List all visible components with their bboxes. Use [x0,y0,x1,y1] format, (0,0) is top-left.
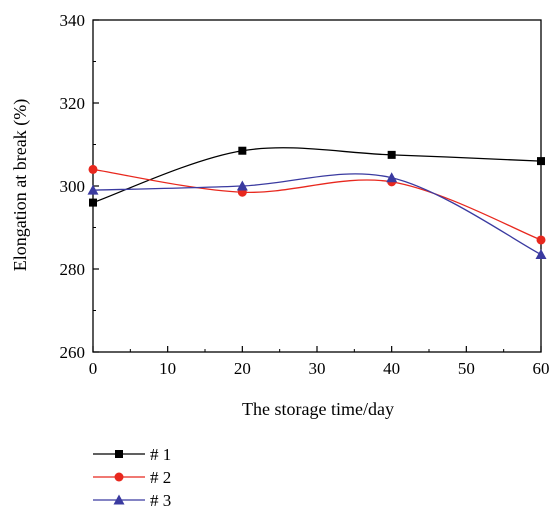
y-tick-label: 280 [60,260,86,279]
data-point [386,172,398,183]
x-tick-label: 30 [309,359,326,378]
data-point [536,235,546,245]
data-point [88,164,98,174]
legend-marker [115,450,123,458]
data-point [387,150,396,159]
plot-border [92,19,542,353]
series-line [92,147,542,204]
data-point [89,198,97,207]
legend-item: # 2 [93,468,171,487]
y-tick-label: 260 [60,343,86,362]
y-axis-title: Elongation at break (%) [10,99,31,271]
legend-item: # 3 [93,491,171,510]
x-axis-ticks: 0 10 20 30 40 50 60 [89,346,550,378]
series-line [92,173,542,256]
x-tick-label: 40 [383,359,400,378]
series-3 [87,172,547,259]
data-point [238,146,247,155]
series-layer [87,146,547,259]
data-point [537,157,545,166]
x-tick-label: 50 [458,359,475,378]
legend-item: # 1 [93,445,171,464]
x-tick-label: 60 [533,359,550,378]
y-tick-label: 320 [60,94,86,113]
series-line [92,168,542,241]
y-tick-label: 300 [60,177,86,196]
x-axis-title: The storage time/day [242,399,394,419]
legend-label: # 3 [150,491,171,510]
legend-marker [114,472,124,482]
data-point [236,180,248,191]
x-tick-label: 0 [89,359,98,378]
legend-label: # 2 [150,468,171,487]
legend-label: # 1 [150,445,171,464]
plot-frame [92,19,542,353]
x-tick-label: 10 [159,359,176,378]
x-tick-label: 20 [234,359,251,378]
series-1 [89,146,545,207]
legend: # 1 # 2 # 3 [93,445,171,510]
y-axis-ticks: 260 280 300 320 340 [60,11,99,362]
legend-marker [113,494,125,505]
y-tick-label: 340 [60,11,86,30]
data-point [87,184,99,195]
data-point [535,248,547,259]
